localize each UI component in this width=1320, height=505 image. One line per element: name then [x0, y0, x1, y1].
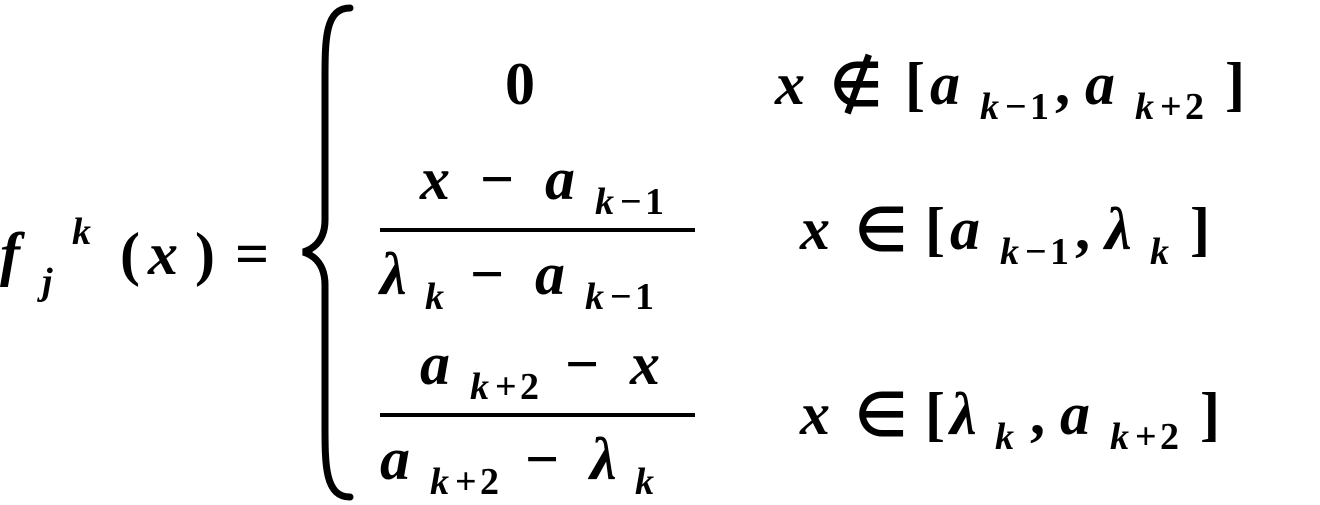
case3-num-a-2: 2	[520, 365, 539, 409]
case3-cond-a-2: 2	[1160, 415, 1179, 459]
case3-cond-a: a	[1060, 380, 1090, 449]
lhs-f: f	[0, 220, 20, 289]
case3-den-a-plus: +	[455, 460, 477, 504]
case3-den-lambda-k: k	[635, 460, 654, 504]
case2-den-minus: −	[470, 240, 504, 309]
case3-den-a-k: k	[430, 460, 449, 504]
case2-cond-lambda: λ	[1105, 195, 1132, 264]
case2-num-minus: −	[480, 145, 514, 214]
case3-cond-lambda-k: k	[995, 415, 1014, 459]
case2-cond-comma: ,	[1075, 195, 1090, 264]
case2-den-a-1: 1	[635, 275, 654, 319]
case3-num-a-plus: +	[495, 365, 517, 409]
case3-den-lambda: λ	[590, 425, 617, 494]
case3-cond-a-plus: +	[1135, 415, 1157, 459]
case2-cond-in: ∈	[855, 195, 907, 265]
case2-cond-x: x	[800, 195, 830, 264]
case1-a2-2: 2	[1185, 85, 1204, 129]
case3-num-minus: −	[565, 330, 599, 399]
case2-den-a-minus: −	[610, 275, 632, 319]
left-brace	[295, 0, 365, 505]
case2-cond-lambda-k: k	[1150, 230, 1169, 274]
case3-num-a-k: k	[470, 365, 489, 409]
piecewise-equation: f j k ( x ) = 0 x ∉ [ a k − 1 , a k + 2 …	[0, 0, 1320, 505]
case1-open: [	[905, 50, 925, 119]
case1-value: 0	[505, 50, 535, 119]
case3-cond-open: [	[925, 380, 945, 449]
case2-num-a-1: 1	[645, 180, 664, 224]
case1-a1: a	[930, 50, 960, 119]
case2-den-lambda: λ	[380, 240, 407, 309]
case2-frac-line	[380, 228, 695, 232]
lhs-x: x	[148, 220, 178, 289]
lhs-close-paren: )	[195, 220, 215, 289]
case3-num-x: x	[630, 330, 660, 399]
case2-den-a: a	[535, 240, 565, 309]
case1-comma: ,	[1055, 50, 1070, 119]
case2-cond-a: a	[950, 195, 980, 264]
case2-num-a: a	[545, 145, 575, 214]
case1-a1-1: 1	[1030, 85, 1049, 129]
case2-cond-a-k: k	[1000, 230, 1019, 274]
lhs-sup-k: k	[72, 210, 91, 254]
case1-a2-plus: +	[1160, 85, 1182, 129]
case1-close: ]	[1225, 50, 1245, 119]
case3-den-a: a	[380, 425, 410, 494]
lhs-equals: =	[235, 220, 269, 289]
case2-cond-open: [	[925, 195, 945, 264]
case2-den-lambda-k: k	[425, 275, 444, 319]
case3-cond-close: ]	[1200, 380, 1220, 449]
case2-cond-a-1: 1	[1050, 230, 1069, 274]
case1-a2: a	[1085, 50, 1115, 119]
lhs-sub-j: j	[42, 260, 53, 304]
case3-cond-in: ∈	[855, 380, 907, 450]
case1-a2-k: k	[1135, 85, 1154, 129]
case3-cond-x: x	[800, 380, 830, 449]
case2-cond-close: ]	[1190, 195, 1210, 264]
case3-frac-line	[380, 413, 695, 417]
case3-den-minus: −	[525, 425, 559, 494]
case3-cond-comma: ,	[1030, 380, 1045, 449]
case1-x: x	[775, 50, 805, 119]
case1-a1-k: k	[980, 85, 999, 129]
case1-a1-minus: −	[1005, 85, 1027, 129]
case1-notin: ∉	[830, 50, 882, 120]
case3-cond-lambda: λ	[950, 380, 977, 449]
case3-den-a-2: 2	[480, 460, 499, 504]
case2-den-a-k: k	[585, 275, 604, 319]
case2-cond-a-minus: −	[1025, 230, 1047, 274]
case2-num-x: x	[420, 145, 450, 214]
case3-cond-a-k: k	[1110, 415, 1129, 459]
case3-num-a: a	[420, 330, 450, 399]
case2-num-a-k: k	[595, 180, 614, 224]
case2-num-a-minus: −	[620, 180, 642, 224]
lhs-open-paren: (	[120, 220, 140, 289]
